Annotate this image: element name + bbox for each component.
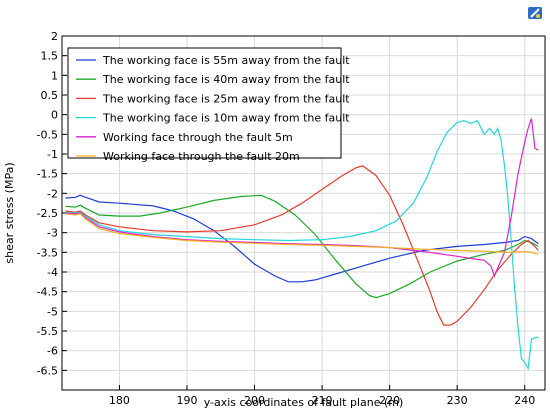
legend: The working face is 55m away from the fa… — [67, 47, 350, 163]
y-tick-label: 2 — [51, 30, 58, 43]
legend-entry: The working face is 10m away from the fa… — [102, 112, 350, 125]
y-tick-label: -5 — [47, 305, 58, 318]
x-tick-label: 230 — [447, 394, 468, 407]
y-tick-label: -3.5 — [37, 246, 58, 259]
y-tick-label: 0.5 — [41, 89, 59, 102]
y-tick-label: 0 — [51, 109, 58, 122]
y-tick-label: 1.5 — [41, 50, 59, 63]
series-line-1 — [65, 194, 539, 283]
legend-entry: Working face through the fault 5m — [103, 131, 293, 144]
app-logo-icon — [528, 7, 542, 19]
series-line-4 — [65, 119, 539, 371]
x-tick-label: 190 — [176, 394, 197, 407]
legend-box — [67, 47, 342, 159]
legend-entry: The working face is 40m away from the fa… — [102, 73, 350, 86]
x-tick-label: 200 — [244, 394, 265, 407]
legend-entry: The working face is 25m away from the fa… — [102, 92, 350, 105]
y-tick-label: -2.5 — [37, 207, 58, 220]
y-tick-label: -4.5 — [37, 286, 58, 299]
axis-ticks: 180 190 200 210 220 230 240 2 1.5 1 0.5 0 -0.5 -1 -1.5… — [37, 30, 536, 407]
series-line-5 — [65, 118, 539, 278]
series-line-3 — [65, 165, 539, 326]
y-axis-label: shear stress (MPa) — [3, 162, 16, 263]
x-tick-label: 220 — [379, 394, 400, 407]
legend-entry: Working face through the fault 20m — [103, 150, 300, 163]
y-tick-label: -1 — [47, 148, 58, 161]
series-line-6 — [65, 213, 539, 255]
x-tick-label: 240 — [514, 394, 535, 407]
legend-entry: The working face is 55m away from the fa… — [102, 54, 350, 67]
y-tick-label: -5.5 — [37, 325, 58, 338]
y-tick-label: 1 — [51, 69, 58, 82]
y-tick-label: -4 — [47, 266, 58, 279]
x-tick-label: 180 — [109, 394, 130, 407]
y-tick-label: -0.5 — [37, 128, 58, 141]
x-tick-label: 210 — [312, 394, 333, 407]
y-tick-label: -3 — [47, 227, 58, 240]
y-tick-label: -6.5 — [37, 364, 58, 377]
series-lines — [65, 118, 539, 371]
x-axis-label: y-axis coordinates of fault plane (m) — [204, 396, 404, 409]
y-tick-label: -6 — [47, 345, 58, 358]
series-line-2 — [65, 194, 539, 299]
y-tick-label: -2 — [47, 187, 58, 200]
y-tick-label: -1.5 — [37, 168, 58, 181]
